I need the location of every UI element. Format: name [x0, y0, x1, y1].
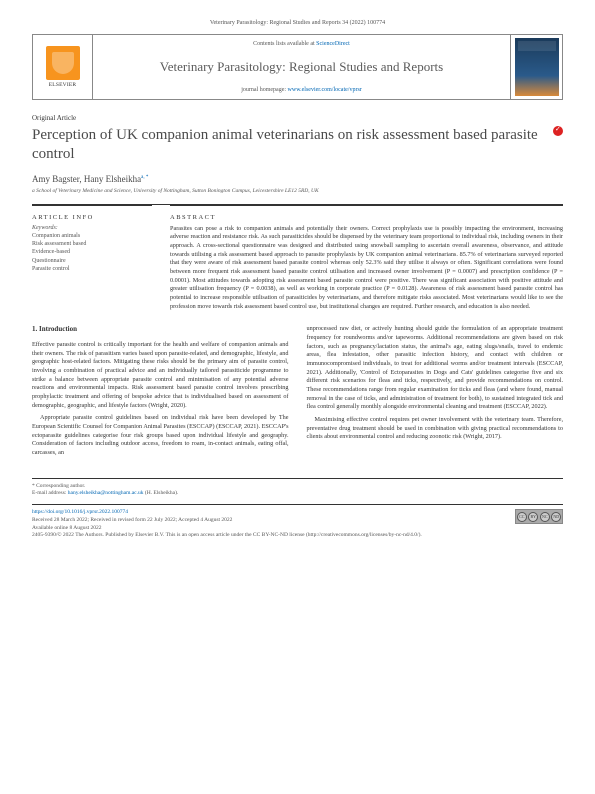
abstract-text: Parasites can pose a risk to companion a…: [170, 225, 563, 312]
article-title: Perception of UK companion animal veteri…: [32, 126, 539, 164]
abstract-heading: ABSTRACT: [170, 208, 563, 221]
journal-info: Contents lists available at ScienceDirec…: [93, 35, 510, 99]
keyword: Evidence-based: [32, 248, 152, 256]
doi-row: https://doi.org/10.1016/j.vprsr.2022.100…: [32, 504, 563, 540]
article-info-box: ARTICLE INFO Keywords: Companion animals…: [32, 205, 152, 312]
email-suffix: (H. Elsheikha).: [145, 490, 178, 496]
publisher-label: ELSEVIER: [49, 82, 77, 88]
abstract-box: ABSTRACT Parasites can pose a risk to co…: [170, 205, 563, 312]
homepage-label: journal homepage:: [241, 87, 286, 93]
journal-cover-icon: [515, 38, 559, 96]
corresponding-email-link[interactable]: hany.elsheikha@nottingham.ac.uk: [68, 490, 144, 496]
footer-block: * Corresponding author. E-mail address: …: [32, 478, 563, 540]
journal-header: ELSEVIER Contents lists available at Sci…: [32, 34, 563, 100]
authors-line: Amy Bagster, Hany Elsheikhaa, *: [32, 174, 563, 184]
journal-name: Veterinary Parasitology: Regional Studie…: [103, 59, 500, 75]
article-type: Original Article: [32, 114, 563, 122]
affiliation: a School of Veterinary Medicine and Scie…: [32, 188, 563, 194]
body-paragraph: Maximising effective control requires pe…: [307, 416, 564, 442]
body-columns: 1. Introduction Effective parasite contr…: [32, 325, 563, 462]
elsevier-tree-icon: [46, 46, 80, 80]
available-text: Available online 8 August 2022: [32, 525, 102, 531]
check-updates-icon[interactable]: [553, 126, 563, 136]
publisher-logo-cell: ELSEVIER: [33, 35, 93, 99]
body-paragraph: unprocessed raw diet, or actively huntin…: [307, 325, 564, 412]
keyword: Companion animals: [32, 232, 152, 240]
body-col-right: unprocessed raw diet, or actively huntin…: [307, 325, 564, 462]
sciencedirect-link[interactable]: ScienceDirect: [316, 41, 350, 47]
history-text: Received 28 March 2022; Received in revi…: [32, 517, 232, 523]
author-names: Amy Bagster, Hany Elsheikha: [32, 174, 141, 184]
copyright-text: 2405-9390/© 2022 The Authors. Published …: [32, 532, 422, 538]
contents-label: Contents lists available at: [253, 41, 315, 47]
intro-heading: 1. Introduction: [32, 325, 289, 335]
body-paragraph: Effective parasite control is critically…: [32, 341, 289, 410]
doi-text: https://doi.org/10.1016/j.vprsr.2022.100…: [32, 509, 515, 540]
cc-license-icon: CCBYNCND: [515, 509, 563, 524]
article-meta: ARTICLE INFO Keywords: Companion animals…: [32, 204, 563, 312]
contents-line: Contents lists available at ScienceDirec…: [103, 41, 500, 47]
homepage-line: journal homepage: www.elsevier.com/locat…: [103, 87, 500, 93]
keyword: Parasite control: [32, 265, 152, 273]
cover-thumbnail-cell: [510, 35, 562, 99]
keyword: Risk assessment based: [32, 240, 152, 248]
body-paragraph: Appropriate parasite control guidelines …: [32, 414, 289, 457]
keyword: Questionnaire: [32, 257, 152, 265]
top-citation: Veterinary Parasitology: Regional Studie…: [32, 20, 563, 26]
body-col-left: 1. Introduction Effective parasite contr…: [32, 325, 289, 462]
doi-link[interactable]: https://doi.org/10.1016/j.vprsr.2022.100…: [32, 509, 128, 515]
email-label: E-mail address:: [32, 490, 66, 496]
author-superscript: a, *: [141, 175, 148, 180]
page-root: Veterinary Parasitology: Regional Studie…: [0, 0, 595, 560]
keywords-label: Keywords:: [32, 225, 152, 231]
article-info-heading: ARTICLE INFO: [32, 208, 152, 221]
homepage-link[interactable]: www.elsevier.com/locate/vprsr: [288, 87, 362, 93]
